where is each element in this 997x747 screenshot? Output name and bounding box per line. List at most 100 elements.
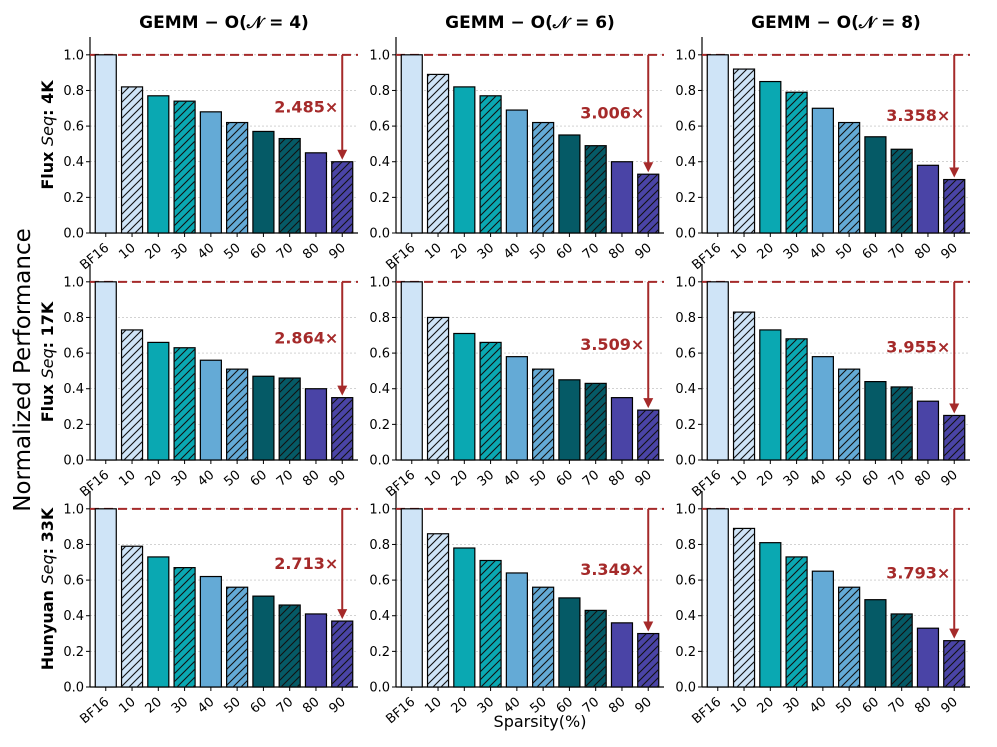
y-tick-label: 0.0 — [369, 454, 390, 469]
x-tick-label: 80 — [300, 695, 322, 717]
bar — [505, 572, 528, 688]
x-tick-label: BF16 — [689, 695, 724, 728]
y-tick-label: 0.2 — [369, 645, 390, 660]
y-tick-label: 0.8 — [675, 538, 696, 553]
y-tick-label: 0.6 — [675, 347, 696, 362]
x-tick-label: 40 — [807, 241, 829, 263]
y-tick-label: 0.4 — [63, 609, 84, 624]
speedup-label: 2.485× — [274, 97, 338, 116]
x-tick-label: 10 — [728, 468, 750, 490]
bar-hatch — [427, 74, 449, 233]
y-tick-label: 0.8 — [675, 84, 696, 99]
bar — [558, 597, 581, 688]
x-tick-label: 20 — [755, 695, 777, 717]
y-tick-label: 0.0 — [369, 227, 390, 242]
x-tick-label: 30 — [169, 468, 191, 490]
x-tick-label: 20 — [449, 468, 471, 490]
y-tick-label: 1.0 — [675, 502, 696, 517]
bar — [252, 595, 275, 688]
bar-hatch — [786, 338, 808, 460]
speedup-label: 3.006× — [580, 104, 644, 123]
bar — [759, 80, 782, 234]
speedup-arrowhead — [949, 403, 960, 414]
column-title: GEMM − O(𝒩 = 8) — [751, 13, 921, 33]
bar-hatch — [838, 122, 860, 233]
bar-hatch — [174, 567, 196, 687]
bar-hatch — [585, 610, 607, 687]
x-tick-label: 20 — [143, 695, 165, 717]
y-tick-label: 0.0 — [63, 681, 84, 696]
bar-hatch — [943, 415, 965, 460]
x-tick-label: 40 — [501, 241, 523, 263]
y-tick-label: 0.2 — [369, 191, 390, 206]
x-tick-label: 20 — [755, 241, 777, 263]
y-tick-label: 0.2 — [675, 645, 696, 660]
x-tick-label: 10 — [116, 695, 138, 717]
bar — [706, 54, 729, 234]
x-tick-label: 20 — [449, 695, 471, 717]
y-tick-label: 0.8 — [63, 311, 84, 326]
x-tick-label: 90 — [632, 468, 654, 490]
y-tick-label: 0.4 — [63, 382, 84, 397]
x-tick-label: 70 — [274, 468, 296, 490]
x-tick-label: 10 — [116, 241, 138, 263]
y-tick-label: 1.0 — [369, 48, 390, 63]
x-tick-label: 80 — [912, 241, 934, 263]
bar-hatch — [174, 347, 196, 460]
bar — [558, 134, 581, 234]
x-tick-label: BF16 — [383, 241, 418, 274]
bar — [916, 627, 940, 688]
bar — [94, 54, 117, 234]
x-tick-label: 40 — [807, 695, 829, 717]
x-tick-label: 50 — [527, 468, 549, 490]
x-tick-label: 60 — [248, 468, 270, 490]
bar-hatch — [943, 179, 965, 233]
y-tick-label: 0.8 — [63, 538, 84, 553]
speedup-label: 3.349× — [580, 560, 644, 579]
bar — [505, 356, 528, 461]
bar-hatch — [331, 397, 353, 460]
bar — [759, 329, 782, 461]
y-tick-label: 1.0 — [369, 502, 390, 517]
bar — [864, 599, 887, 688]
bar — [610, 622, 634, 688]
column-title: GEMM − O(𝒩 = 6) — [445, 13, 615, 33]
x-tick-label: 10 — [116, 468, 138, 490]
bar — [505, 109, 528, 234]
bar-hatch — [279, 138, 301, 233]
speedup-arrowhead — [949, 167, 960, 178]
bar — [304, 613, 328, 688]
y-tick-label: 0.0 — [63, 227, 84, 242]
x-tick-label: 50 — [221, 241, 243, 263]
x-tick-label: 60 — [860, 468, 882, 490]
x-tick-label: 90 — [632, 241, 654, 263]
x-tick-label: 60 — [248, 695, 270, 717]
x-tick-label: BF16 — [77, 241, 112, 274]
bar — [811, 356, 834, 461]
x-tick-label: 10 — [422, 695, 444, 717]
x-tick-label: 30 — [781, 695, 803, 717]
bar-hatch — [532, 122, 554, 233]
y-tick-label: 0.2 — [675, 191, 696, 206]
y-tick-label: 0.4 — [675, 382, 696, 397]
y-tick-label: 0.6 — [63, 120, 84, 135]
bar — [147, 95, 170, 234]
bar-hatch — [480, 560, 502, 687]
x-tick-label: BF16 — [77, 695, 112, 728]
x-tick-label: 50 — [833, 468, 855, 490]
x-tick-label: 10 — [728, 241, 750, 263]
x-tick-label: 40 — [807, 468, 829, 490]
bar — [147, 556, 170, 688]
x-tick-label: BF16 — [77, 468, 112, 501]
bar — [558, 379, 581, 461]
bar-hatch — [331, 621, 353, 687]
bar-hatch — [279, 605, 301, 687]
y-tick-label: 1.0 — [369, 275, 390, 290]
speedup-label: 2.713× — [274, 554, 338, 573]
x-tick-label: 60 — [248, 241, 270, 263]
bar — [811, 107, 834, 234]
y-tick-label: 0.6 — [369, 574, 390, 589]
y-tick-label: 0.8 — [369, 538, 390, 553]
